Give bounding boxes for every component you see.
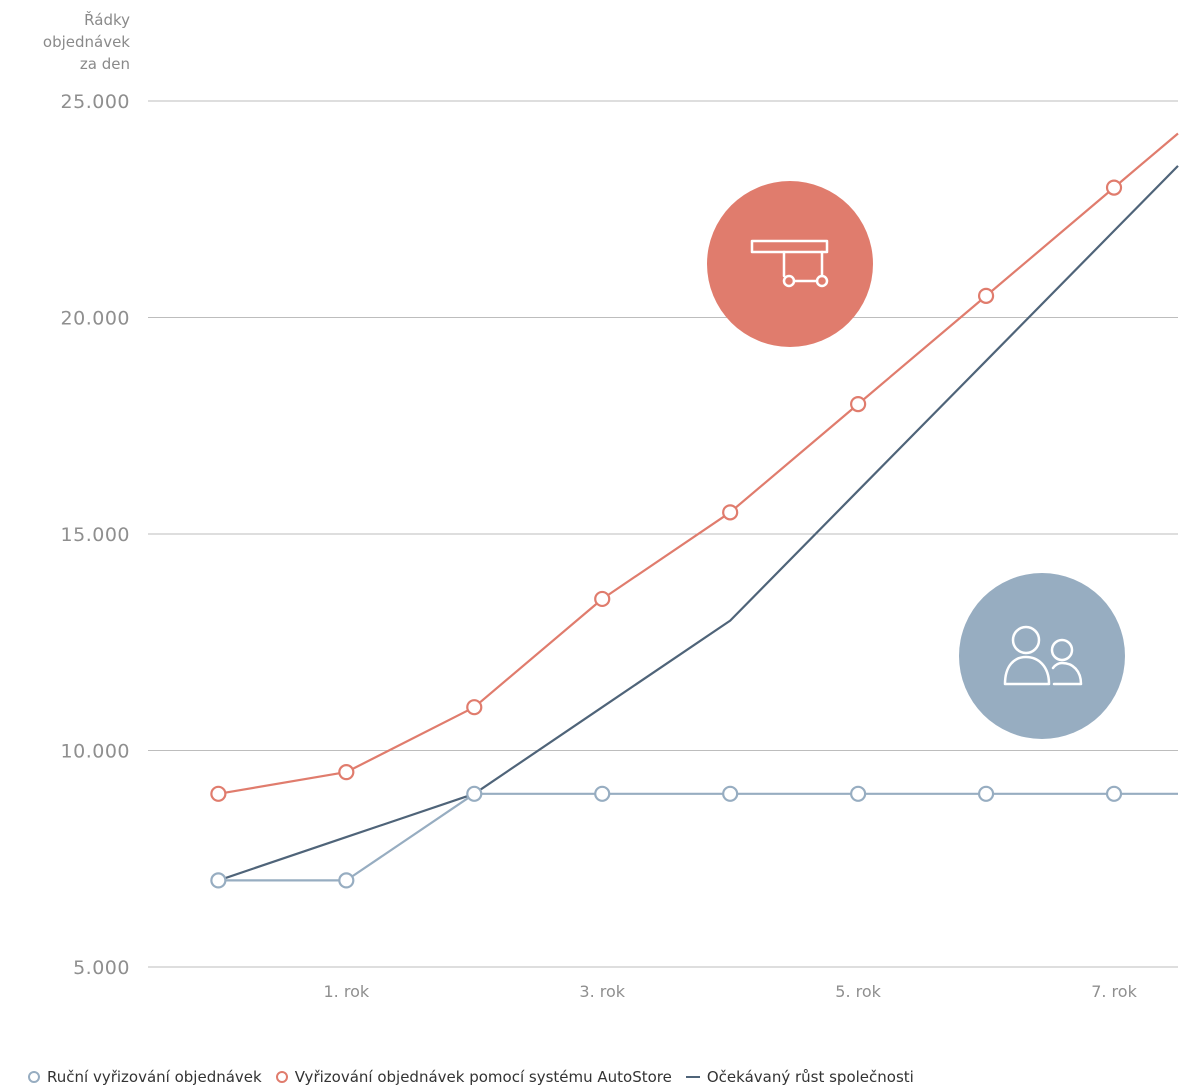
x-axis-ticks: 1. rok 3. rok 5. rok 7. rok xyxy=(324,982,1138,1001)
manual-badge-circle xyxy=(959,573,1125,739)
x-tick-label: 1. rok xyxy=(324,982,370,1001)
autostore-badge-circle xyxy=(707,181,873,347)
data-point xyxy=(338,872,355,889)
legend-line-marker xyxy=(685,1076,700,1078)
legend-circle-marker xyxy=(28,1071,40,1083)
manual-badge xyxy=(959,573,1125,739)
y-tick-label: 15.000 xyxy=(61,524,130,546)
data-point xyxy=(722,504,739,521)
legend-label: Vyřizování objednávek pomocí systému Aut… xyxy=(294,1068,672,1086)
x-tick-label: 7. rok xyxy=(1091,982,1137,1001)
y-axis-ticks: 25.000 20.000 15.000 10.000 5.000 xyxy=(61,91,130,979)
legend-item-autostore: Vyřizování objednávek pomocí systému Aut… xyxy=(275,1068,672,1086)
data-point xyxy=(466,699,483,716)
data-point xyxy=(977,785,995,802)
legend-item-manual: Ruční vyřizování objednávek xyxy=(28,1068,262,1086)
y-axis-label-line: Řádky xyxy=(84,10,130,29)
y-tick-label: 25.000 xyxy=(61,91,130,113)
y-axis-label-line: za den xyxy=(80,55,130,73)
data-point xyxy=(1105,179,1123,196)
x-tick-label: 3. rok xyxy=(579,982,625,1001)
x-tick-label: 5. rok xyxy=(835,982,881,1001)
data-point xyxy=(977,287,995,304)
series-line xyxy=(218,792,1178,882)
data-point xyxy=(850,396,867,413)
grid xyxy=(148,100,1178,968)
data-point xyxy=(210,785,227,802)
data-point xyxy=(850,785,867,802)
y-tick-label: 10.000 xyxy=(61,741,130,763)
autostore-robot-icon xyxy=(750,239,829,288)
legend: Ruční vyřizování objednávek Vyřizování o… xyxy=(28,1068,928,1086)
data-point xyxy=(594,590,611,608)
legend-circle-marker xyxy=(275,1071,288,1083)
y-tick-label: 5.000 xyxy=(73,957,130,979)
data-point xyxy=(1105,785,1123,802)
series-line xyxy=(218,165,1179,882)
legend-label: Ruční vyřizování objednávek xyxy=(47,1068,262,1086)
data-point xyxy=(466,785,483,802)
people-icon xyxy=(1003,625,1083,686)
data-point xyxy=(722,785,739,802)
autostore-badge xyxy=(707,181,873,347)
legend-item-growth: Očekávaný růst společnosti xyxy=(685,1068,914,1086)
y-axis-label: Řádky objednávek za den xyxy=(43,10,130,73)
line-chart: Řádky objednávek za den 25.000 20.000 15.0… xyxy=(43,10,1179,1001)
data-point xyxy=(594,785,611,802)
series-layer xyxy=(210,132,1179,889)
y-axis-label-line: objednávek xyxy=(43,33,130,51)
legend-label: Očekávaný růst společnosti xyxy=(706,1068,914,1086)
y-tick-label: 20.000 xyxy=(61,308,130,330)
data-point xyxy=(210,872,227,889)
data-point xyxy=(338,764,355,781)
